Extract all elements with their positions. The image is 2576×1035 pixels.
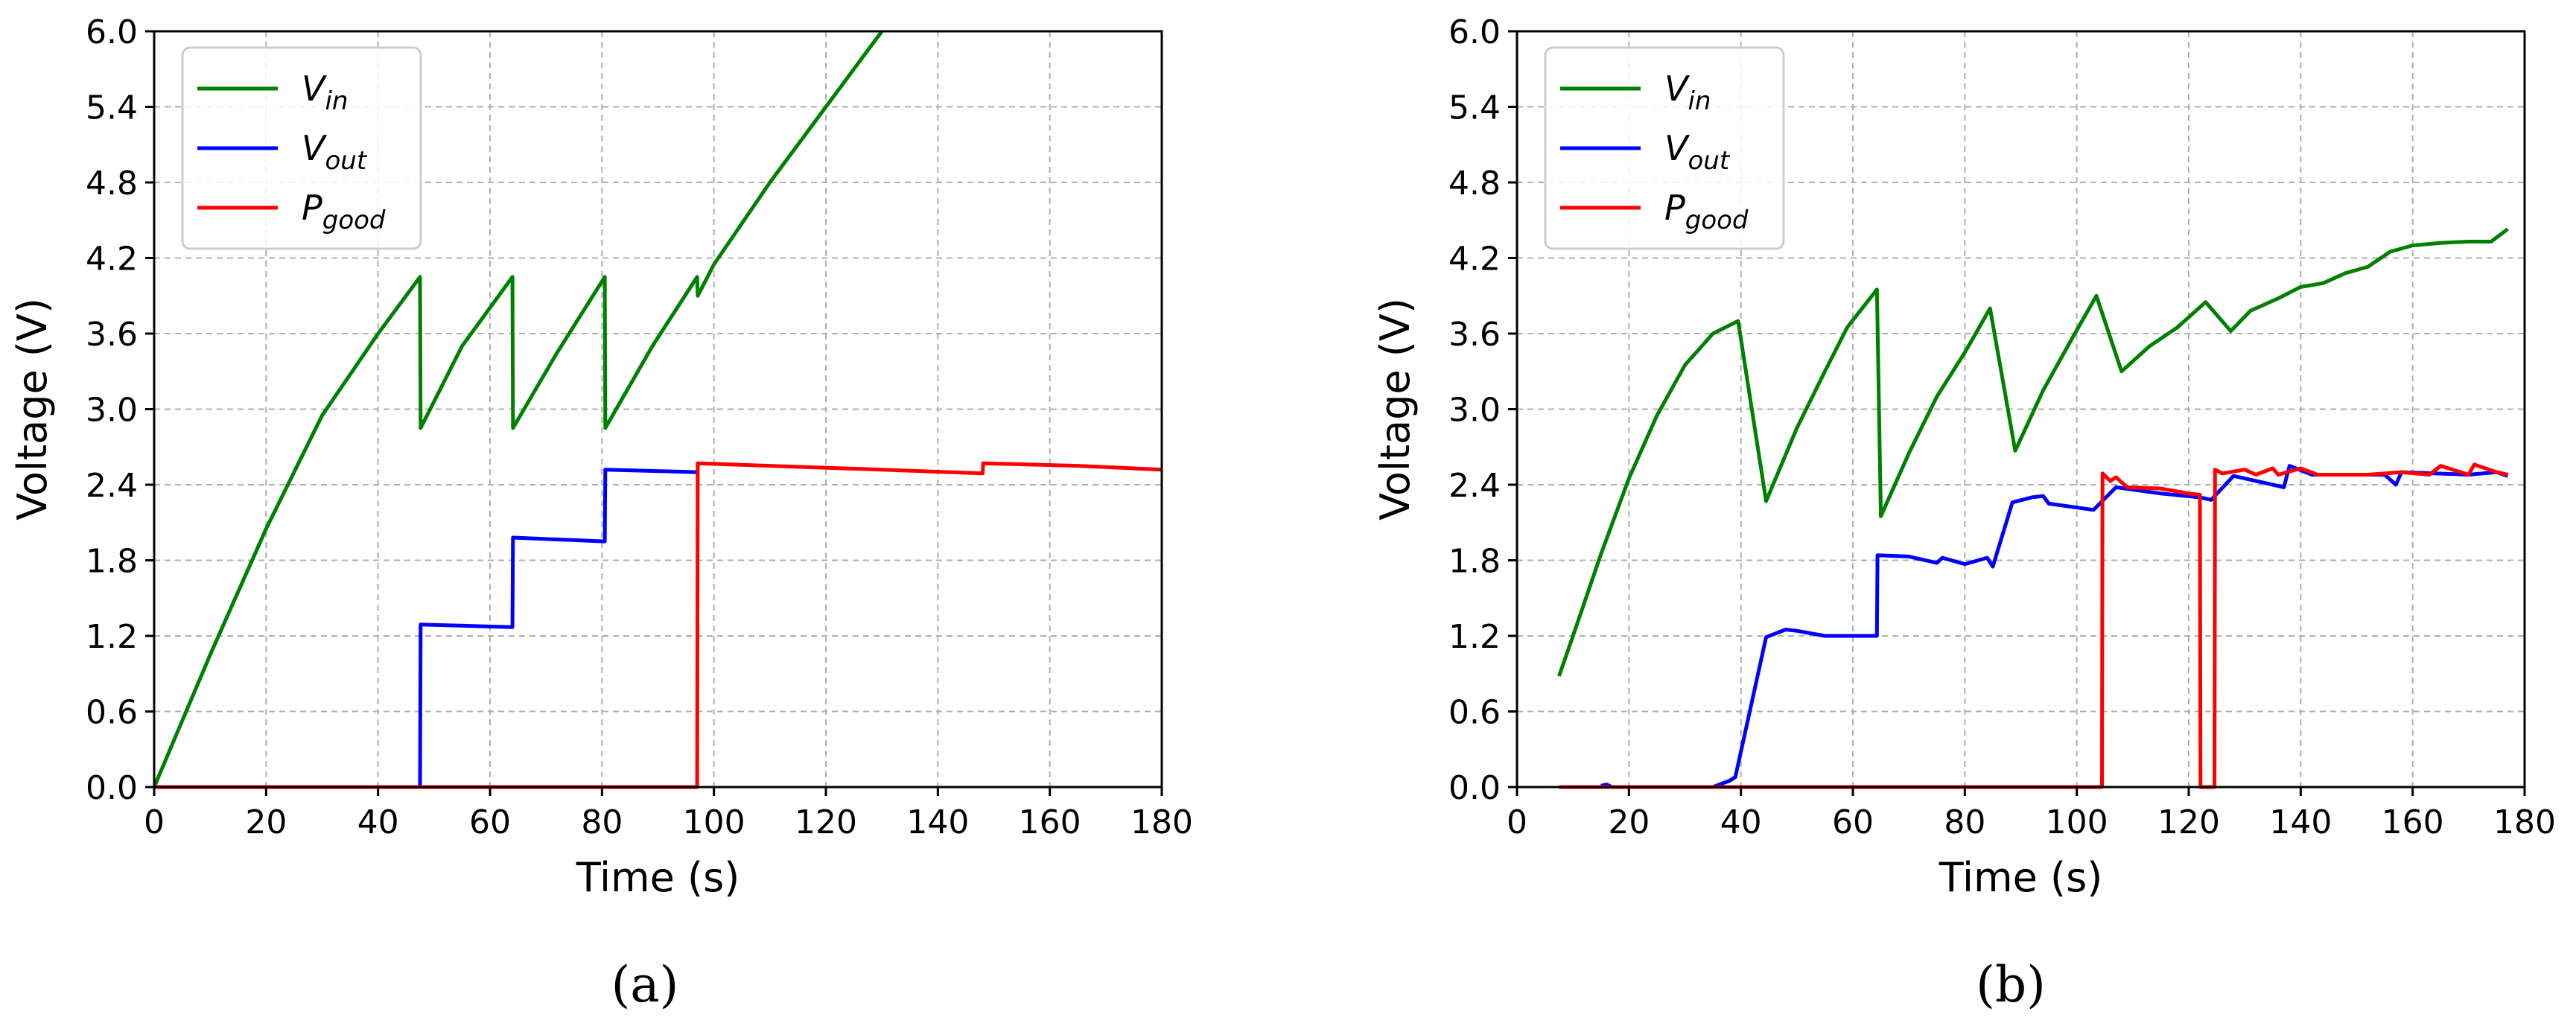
x-tick-label: 100 xyxy=(2046,803,2108,841)
caption-a: (a) xyxy=(611,956,679,1013)
legend-item-vout: Vout xyxy=(1560,128,1731,176)
legend-label: Vout xyxy=(302,128,368,176)
x-tick-label: 160 xyxy=(1019,803,1081,841)
legend-label: Pgood xyxy=(302,188,386,235)
x-tick-label: 20 xyxy=(245,803,287,841)
x-tick-label: 0 xyxy=(1507,803,1527,841)
y-tick-label: 5.4 xyxy=(1448,89,1501,127)
legend-label: Vout xyxy=(1664,128,1731,176)
legend: Vin Vout Pgood xyxy=(1544,46,1785,250)
y-tick-label: 1.8 xyxy=(1448,543,1501,581)
x-tick-label: 100 xyxy=(683,803,745,841)
y-tick-label: 0.0 xyxy=(86,769,138,807)
y-axis-label: Voltage (V) xyxy=(1372,298,1419,520)
x-tick-label: 120 xyxy=(795,803,857,841)
y-tick-label: 0.6 xyxy=(1448,694,1501,732)
series-pgood-line xyxy=(154,461,1162,789)
legend-label: Pgood xyxy=(1664,188,1749,235)
x-tick-label: 40 xyxy=(1720,803,1762,841)
legend-item-pgood: Pgood xyxy=(1560,188,1749,235)
y-tick-label: 6.0 xyxy=(86,13,138,51)
legend-item-pgood: Pgood xyxy=(197,188,386,235)
x-axis-label: Time (s) xyxy=(1939,854,2103,901)
series-vin-line xyxy=(154,31,884,788)
x-tick-label: 60 xyxy=(469,803,511,841)
x-tick-label: 0 xyxy=(144,803,165,841)
x-axis-label: Time (s) xyxy=(576,854,740,901)
y-tick-label: 5.4 xyxy=(86,89,138,127)
x-tick-label: 80 xyxy=(581,803,623,841)
x-tick-label: 60 xyxy=(1832,803,1874,841)
y-tick-label: 1.8 xyxy=(86,543,138,581)
y-axis: 0.0 0.6 1.2 1.8 2.4 3.0 3.6 4.2 4.8 5.4 6.0 Voltage… xyxy=(9,13,154,807)
series-vout-line xyxy=(154,468,698,789)
y-axis: 0.0 0.6 1.2 1.8 2.4 3.0 3.6 4.2 4.8 5.4 6.0 Voltage… xyxy=(1372,13,1517,807)
x-tick-label: 160 xyxy=(2382,803,2444,841)
y-tick-label: 3.6 xyxy=(86,316,138,354)
series-lines xyxy=(154,31,1162,789)
series-vout-line xyxy=(1600,464,2509,789)
y-tick-label: 4.2 xyxy=(1448,241,1501,278)
legend-label: Vin xyxy=(302,69,348,116)
legend-item-vin: Vin xyxy=(197,69,348,116)
x-axis: 0 20 40 60 80 100 120 140 160 180 Time (s) xyxy=(1507,787,2556,901)
x-tick-label: 140 xyxy=(906,803,969,841)
y-tick-label: 4.2 xyxy=(86,241,138,278)
y-tick-label: 3.0 xyxy=(86,392,138,430)
series-pgood-line xyxy=(1559,462,2508,789)
legend-item-vin: Vin xyxy=(1560,69,1711,116)
chart-panel-a: 0 20 40 60 80 100 120 140 160 180 Time (s) 0.0 0.6 1.… xyxy=(9,13,1193,901)
chart-panel-b: 0 20 40 60 80 100 120 140 160 180 Time (s) 0.0 0.6 1.… xyxy=(1372,13,2556,901)
y-tick-label: 1.2 xyxy=(86,618,138,656)
y-tick-label: 1.2 xyxy=(1448,618,1501,656)
y-tick-label: 0.6 xyxy=(86,694,138,732)
series-lines xyxy=(1557,227,2509,789)
caption-b: (b) xyxy=(1976,956,2046,1013)
y-tick-label: 4.8 xyxy=(1448,165,1501,203)
y-tick-label: 2.4 xyxy=(86,467,138,505)
legend-label: Vin xyxy=(1664,69,1711,116)
x-tick-label: 140 xyxy=(2269,803,2332,841)
y-tick-label: 4.8 xyxy=(86,165,138,203)
x-tick-label: 120 xyxy=(2157,803,2220,841)
y-tick-label: 3.0 xyxy=(1448,392,1501,430)
y-tick-label: 0.0 xyxy=(1448,769,1501,807)
y-tick-label: 2.4 xyxy=(1448,467,1501,505)
legend: Vin Vout Pgood xyxy=(181,46,422,250)
y-tick-label: 3.6 xyxy=(1448,316,1501,354)
x-tick-label: 20 xyxy=(1608,803,1650,841)
x-tick-label: 80 xyxy=(1944,803,1985,841)
y-tick-label: 6.0 xyxy=(1448,13,1501,51)
legend-item-vout: Vout xyxy=(197,128,368,176)
x-axis: 0 20 40 60 80 100 120 140 160 180 Time (s) xyxy=(144,787,1193,901)
x-tick-label: 180 xyxy=(2493,803,2556,841)
series-vin-line xyxy=(1557,227,2509,677)
x-tick-label: 180 xyxy=(1130,803,1193,841)
x-tick-label: 40 xyxy=(357,803,399,841)
y-axis-label: Voltage (V) xyxy=(9,298,56,520)
